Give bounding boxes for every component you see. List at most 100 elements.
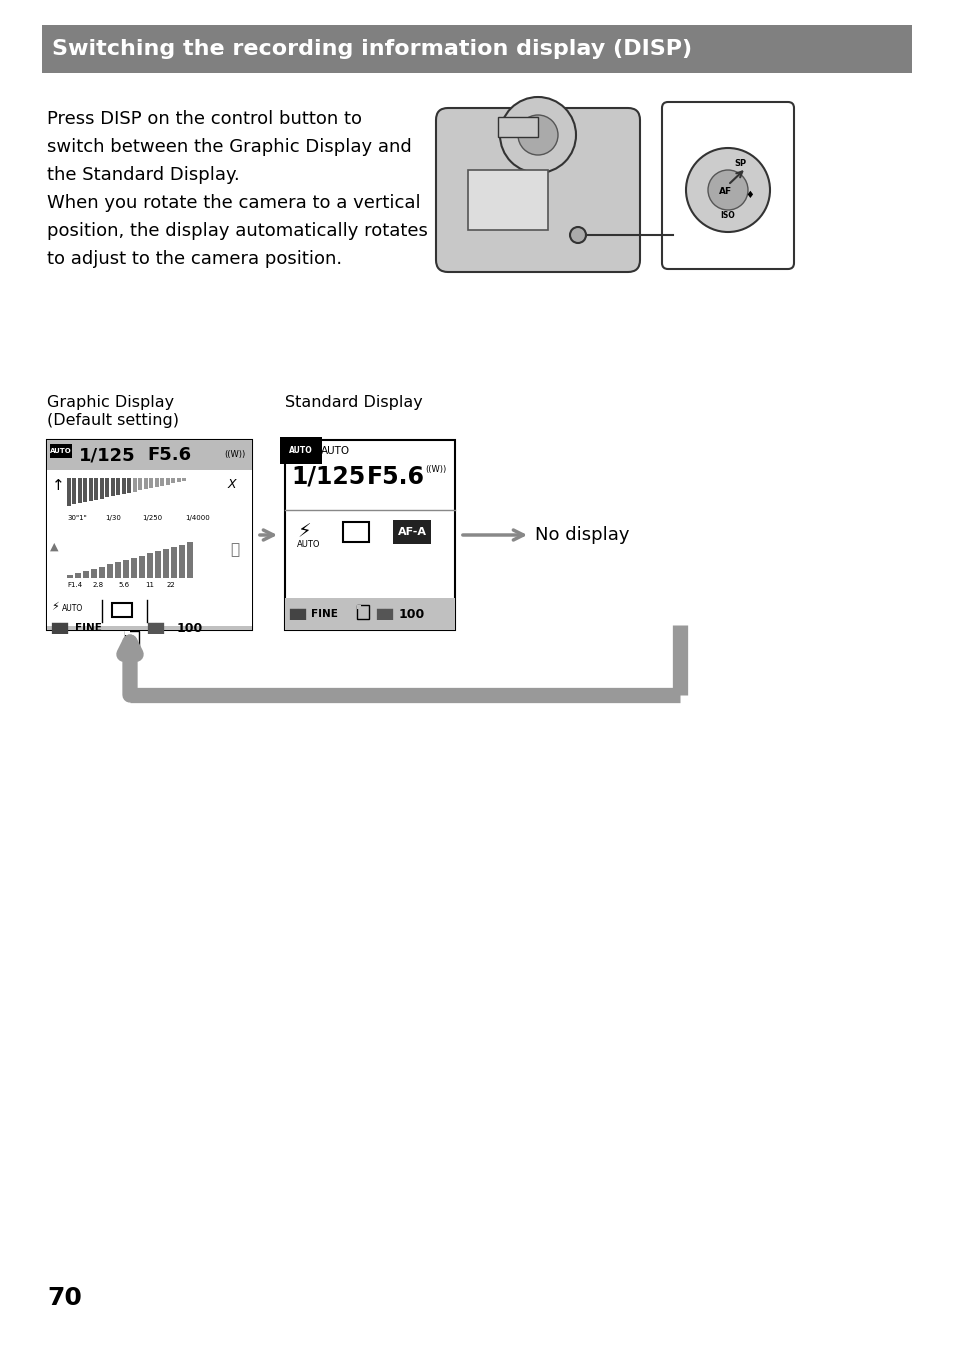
- Text: F5.6: F5.6: [367, 465, 424, 490]
- Bar: [171, 547, 177, 578]
- Text: switch between the Graphic Display and: switch between the Graphic Display and: [47, 139, 412, 156]
- Bar: [115, 562, 121, 578]
- Bar: [166, 477, 170, 486]
- FancyBboxPatch shape: [436, 108, 639, 272]
- Bar: [107, 564, 112, 578]
- Text: 100: 100: [177, 621, 203, 635]
- Bar: [187, 542, 193, 578]
- Text: Press DISP on the control button to: Press DISP on the control button to: [47, 110, 361, 128]
- Bar: [47, 596, 252, 625]
- Bar: [67, 576, 73, 578]
- Bar: [122, 477, 126, 494]
- Bar: [179, 545, 185, 578]
- Text: 22: 22: [167, 582, 175, 588]
- Text: the Standard Display.: the Standard Display.: [47, 165, 239, 184]
- Text: SP: SP: [733, 160, 745, 168]
- Text: ▲: ▲: [50, 542, 58, 551]
- Text: ⚡: ⚡: [51, 603, 59, 612]
- Bar: [131, 558, 137, 578]
- Bar: [116, 477, 120, 495]
- Bar: [99, 568, 105, 578]
- Circle shape: [685, 148, 769, 231]
- Text: 2.8: 2.8: [92, 582, 104, 588]
- Text: AUTO: AUTO: [296, 539, 320, 549]
- Text: X: X: [228, 477, 236, 491]
- Text: AF: AF: [719, 187, 732, 196]
- Bar: [128, 477, 132, 494]
- Text: ██: ██: [147, 623, 164, 633]
- Text: 11: 11: [145, 582, 153, 588]
- Text: 1/250: 1/250: [142, 515, 162, 521]
- Bar: [47, 440, 252, 629]
- Bar: [106, 477, 110, 498]
- Text: AUTO: AUTO: [320, 447, 350, 456]
- Bar: [84, 477, 88, 502]
- Text: to adjust to the camera position.: to adjust to the camera position.: [47, 250, 342, 268]
- Bar: [393, 521, 431, 543]
- Text: ██: ██: [375, 608, 393, 620]
- Bar: [112, 603, 132, 617]
- Circle shape: [707, 169, 747, 210]
- Text: FINE: FINE: [311, 609, 337, 619]
- Text: ((W)): ((W)): [424, 465, 446, 473]
- Bar: [47, 469, 252, 538]
- Bar: [138, 477, 142, 490]
- Text: AUTO: AUTO: [51, 448, 71, 455]
- Text: Graphic Display: Graphic Display: [47, 395, 174, 410]
- Bar: [497, 117, 537, 137]
- Bar: [94, 477, 98, 500]
- Text: Standard Display: Standard Display: [285, 395, 422, 410]
- Text: Switching the recording information display (DISP): Switching the recording information disp…: [52, 39, 691, 59]
- Text: No display: No display: [535, 526, 629, 543]
- Text: 5.6: 5.6: [118, 582, 129, 588]
- Circle shape: [569, 227, 585, 243]
- Text: 1/125: 1/125: [79, 447, 135, 464]
- Circle shape: [517, 116, 558, 155]
- Text: ██: ██: [289, 608, 306, 620]
- Bar: [123, 560, 129, 578]
- Text: AF-A: AF-A: [397, 527, 426, 537]
- Bar: [67, 477, 71, 506]
- Bar: [47, 625, 252, 629]
- Bar: [343, 522, 369, 542]
- Bar: [154, 551, 161, 578]
- Text: AUTO: AUTO: [62, 604, 83, 613]
- Bar: [132, 477, 137, 492]
- Text: 100: 100: [398, 608, 425, 620]
- Bar: [47, 440, 252, 469]
- Bar: [150, 477, 153, 488]
- Text: ⚡: ⚡: [296, 522, 311, 541]
- Text: F5.6: F5.6: [147, 447, 191, 464]
- Text: FINE: FINE: [75, 623, 102, 633]
- Bar: [172, 477, 175, 483]
- Bar: [285, 599, 455, 629]
- Text: ⛰: ⛰: [230, 542, 239, 557]
- Bar: [42, 26, 911, 73]
- Bar: [100, 477, 104, 499]
- Text: (Default setting): (Default setting): [47, 413, 179, 428]
- Bar: [356, 605, 360, 609]
- Bar: [75, 573, 81, 578]
- Text: ██: ██: [51, 623, 68, 633]
- Bar: [154, 477, 159, 487]
- Text: 70: 70: [47, 1286, 82, 1310]
- Text: ↑: ↑: [52, 477, 65, 494]
- Bar: [285, 440, 455, 629]
- Bar: [83, 572, 89, 578]
- Circle shape: [499, 97, 576, 174]
- Text: ISO: ISO: [720, 211, 735, 219]
- Bar: [89, 477, 92, 500]
- Bar: [177, 477, 181, 482]
- Bar: [72, 477, 76, 504]
- Bar: [125, 631, 130, 635]
- Text: When you rotate the camera to a vertical: When you rotate the camera to a vertical: [47, 194, 420, 213]
- Bar: [468, 169, 547, 230]
- Text: 1/125: 1/125: [291, 465, 365, 490]
- Text: AUTO: AUTO: [289, 447, 313, 455]
- Text: ♦: ♦: [745, 190, 754, 200]
- Text: 1/30: 1/30: [105, 515, 121, 521]
- Bar: [144, 477, 148, 490]
- Text: 1/4000: 1/4000: [185, 515, 210, 521]
- Bar: [47, 538, 252, 596]
- Bar: [356, 605, 369, 619]
